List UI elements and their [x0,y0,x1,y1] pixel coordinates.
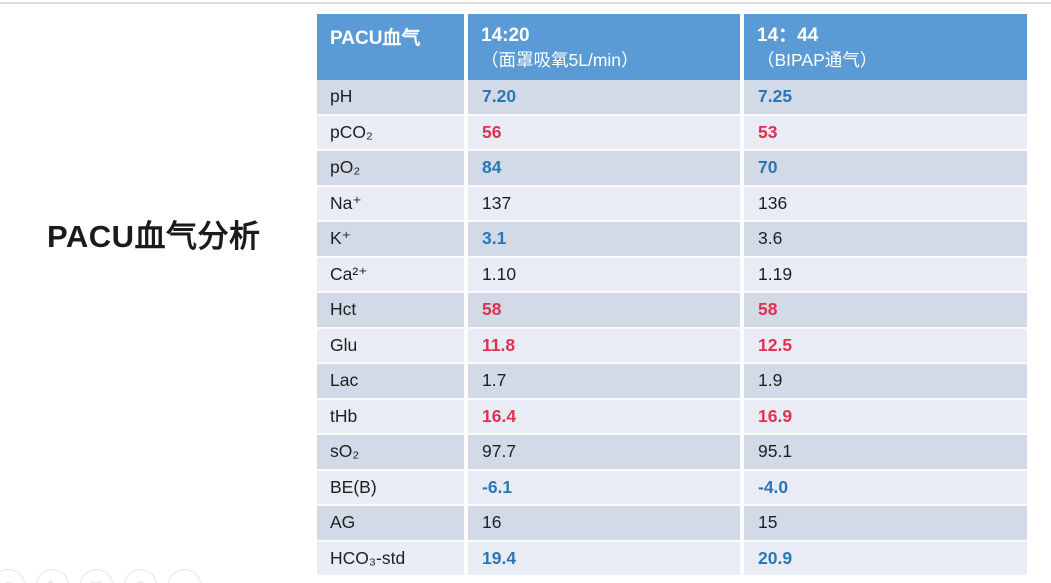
value-14-20: 11.8 [468,328,744,362]
row-label: pO₂ [317,151,468,185]
table-row: Na⁺ 137 136 [317,186,1027,222]
table-header-row: PACU血气 14:20 （面罩吸氧5L/min） 14：44 （BIPAP通气… [317,14,1027,80]
value-14-44: 7.25 [758,86,793,107]
value-14-44: 70 [758,157,778,178]
value-14-20: 7.20 [468,80,744,114]
table-row: HCO₃-std 19.4 20.9 [317,541,1027,575]
value-14-20: 19.4 [468,541,744,575]
value-14-20: 58 [468,293,744,327]
value-14-44: 20.9 [758,547,793,568]
slide-title: PACU血气分析 [47,219,261,254]
table-row: sO₂ 97.7 95.1 [317,435,1027,471]
table-row: pCO₂ 56 53 [317,115,1027,151]
value-14-20: 1.10 [468,257,744,291]
header-time1-note: （面罩吸氧5L/min） [481,49,639,70]
value-14-20: 16.4 [468,399,744,433]
table-row: Ca²⁺ 1.10 1.19 [317,257,1027,293]
value-14-44: 136 [758,192,788,213]
value-14-44: -4.0 [758,476,789,497]
header-time-14-44: 14：44 （BIPAP通气） [744,14,1027,80]
more-icon[interactable] [168,569,201,583]
header-time2-label: 14：44 [757,25,819,46]
value-14-20: 16 [468,506,744,540]
blood-gas-table: PACU血气 14:20 （面罩吸氧5L/min） 14：44 （BIPAP通气… [317,14,1027,575]
value-14-20: 1.7 [468,364,744,398]
value-14-20: -6.1 [468,470,744,504]
header-time2-note: （BIPAP通气） [757,49,878,70]
value-14-20: 56 [468,115,744,149]
row-label: BE(B) [317,470,468,504]
value-14-20: 3.1 [468,222,744,256]
top-divider [0,2,1051,4]
value-14-44: 95.1 [758,441,793,462]
value-14-44: 3.6 [758,228,783,249]
row-label: Lac [317,364,468,398]
row-label: Glu [317,328,468,362]
value-14-44: 15 [758,512,778,533]
table-row: K⁺ 3.1 3.6 [317,222,1027,258]
table-row: Glu 11.8 12.5 [317,328,1027,364]
row-label: pCO₂ [317,115,468,149]
row-label: sO₂ [317,435,468,469]
table-body: pH 7.20 7.25 pCO₂ 56 53 pO₂ 84 70 Na⁺ 137 136 K⁺ 3.1 3… [317,80,1027,575]
pen-icon[interactable]: ✎ [36,569,69,583]
table-row: pH 7.20 7.25 [317,80,1027,116]
value-14-44: 12.5 [758,334,793,355]
row-label: AG [317,506,468,540]
row-label: K⁺ [317,222,468,256]
row-label: pH [317,80,468,114]
table-row: pO₂ 84 70 [317,151,1027,187]
value-14-44: 16.9 [758,405,793,426]
header-time1-label: 14:20 [481,25,530,46]
slideshow-toolbar: ◠ ✎ ▣ ◎ [0,569,201,583]
table-row: AG 16 15 [317,506,1027,542]
value-14-20: 137 [468,186,744,220]
value-14-44: 1.9 [758,370,783,391]
table-row: tHb 16.4 16.9 [317,399,1027,435]
value-14-44: 1.19 [758,263,793,284]
table-row: Hct 58 58 [317,293,1027,329]
header-time-14-20: 14:20 （面罩吸氧5L/min） [468,14,744,80]
value-14-44: 58 [758,299,778,320]
value-14-20: 97.7 [468,435,744,469]
pointer-icon[interactable]: ◠ [0,569,25,583]
row-label: Hct [317,293,468,327]
row-label: Na⁺ [317,186,468,220]
row-label: HCO₃-std [317,541,468,575]
table-row: BE(B) -6.1 -4.0 [317,470,1027,506]
row-label: tHb [317,399,468,433]
whiteboard-icon[interactable]: ▣ [80,569,113,583]
value-14-20: 84 [468,151,744,185]
value-14-44: 53 [758,121,778,142]
table-row: Lac 1.7 1.9 [317,364,1027,400]
header-parameter-column: PACU血气 [317,14,468,80]
zoom-icon[interactable]: ◎ [124,569,157,583]
row-label: Ca²⁺ [317,257,468,291]
